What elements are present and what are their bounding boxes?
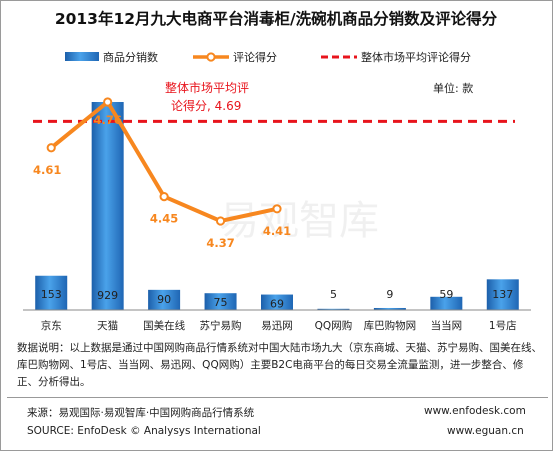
score-point bbox=[272, 204, 282, 214]
category-label: QQ网购 bbox=[315, 319, 353, 332]
legend-line-label: 评论得分 bbox=[233, 50, 277, 64]
legend-avg-label: 整体市场平均评论得分 bbox=[361, 50, 471, 64]
footer-divider bbox=[7, 397, 548, 398]
category-label: 当当网 bbox=[431, 319, 463, 332]
score-label: 4.45 bbox=[150, 212, 178, 226]
score-point bbox=[215, 216, 226, 226]
footer-url-eguan: www.eguan.cn bbox=[447, 425, 524, 437]
bar-6 bbox=[373, 307, 406, 310]
category-label: 易迅网 bbox=[261, 320, 293, 332]
legend-bar-swatch bbox=[65, 52, 99, 61]
bar-value-label: 90 bbox=[157, 293, 171, 306]
legend-bars-label: 商品分销数 bbox=[103, 50, 158, 64]
bar-value-label: 153 bbox=[41, 288, 62, 301]
footer-source-en: SOURCE: EnfoDesk © Analysys Internationa… bbox=[27, 425, 261, 437]
watermark: 易观智库 bbox=[219, 198, 379, 244]
avg-annotation-line1: 整体市场平均评 bbox=[165, 80, 249, 95]
score-point bbox=[103, 97, 113, 107]
unit-label: 单位: 款 bbox=[433, 81, 473, 95]
category-label: 1号店 bbox=[489, 319, 517, 332]
bar-value-label: 9 bbox=[386, 288, 393, 301]
data-note: 数据说明：以上数据是通过中国网购商品行情系统对中国大陆市场九大（京东商城、天猫、… bbox=[17, 342, 542, 388]
category-label: 苏宁易购 bbox=[200, 319, 242, 332]
category-label: 库巴购物网 bbox=[364, 319, 417, 332]
bar-4 bbox=[261, 294, 293, 310]
legend-line-marker bbox=[206, 52, 216, 62]
score-point bbox=[159, 191, 169, 202]
footer-url-enfodesk: www.enfodesk.com bbox=[424, 405, 526, 417]
bar-value-label: 5 bbox=[330, 288, 337, 301]
chart-svg: 2013年12月九大电商平台消毒柜/洗碗机商品分销数及评论得分 商品分销数 评论… bbox=[23, 9, 531, 332]
bar-value-label: 929 bbox=[97, 289, 118, 302]
category-label: 京东 bbox=[41, 319, 62, 332]
bar-0 bbox=[35, 275, 68, 310]
legend: 商品分销数 评论得分 整体市场平均评论得分 bbox=[65, 50, 471, 64]
bar-3 bbox=[204, 293, 237, 310]
chart-title: 2013年12月九大电商平台消毒柜/洗碗机商品分销数及评论得分 bbox=[55, 9, 498, 28]
bar-value-label: 137 bbox=[492, 288, 513, 301]
score-label: 4.76 bbox=[93, 113, 121, 127]
score-label: 4.61 bbox=[33, 163, 61, 177]
bar-1 bbox=[91, 102, 124, 310]
score-point bbox=[46, 143, 56, 153]
bar-value-label: 59 bbox=[439, 288, 453, 301]
score-label: 4.37 bbox=[206, 236, 234, 250]
category-label: 国美在线 bbox=[143, 319, 185, 332]
bar-8 bbox=[486, 279, 519, 310]
bar-value-label: 69 bbox=[270, 298, 284, 311]
avg-annotation-line2: 论得分, 4.69 bbox=[171, 98, 241, 113]
score-label: 4.41 bbox=[263, 224, 291, 238]
bar-2 bbox=[148, 289, 181, 310]
category-label: 天猫 bbox=[97, 319, 118, 332]
bar-value-label: 75 bbox=[214, 296, 228, 309]
footer-source-cn: 来源：易观国际·易观智库·中国网购商品行情系统 bbox=[27, 407, 255, 419]
bar-5 bbox=[317, 308, 350, 310]
bar-7 bbox=[430, 296, 463, 310]
